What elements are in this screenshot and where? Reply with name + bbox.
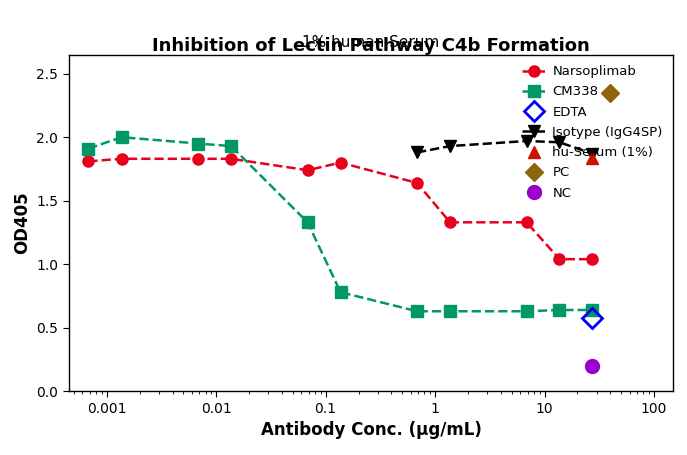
X-axis label: Antibody Conc. (μg/mL): Antibody Conc. (μg/mL) [260,421,482,439]
Isotype (IgG4SP) [555,140,563,145]
Line: Narsoplimab: Narsoplimab [82,153,598,265]
Legend: Narsoplimab, CM338, EDTA, Isotype (IgG4SP), hu-Serum (1%), PC, NC: Narsoplimab, CM338, EDTA, Isotype (IgG4S… [518,61,666,204]
Narsoplimab [555,257,563,262]
Narsoplimab [337,160,345,165]
Y-axis label: OD405: OD405 [13,192,31,254]
Isotype (IgG4SP) [446,143,454,149]
CM338 [522,308,530,314]
CM338 [304,220,312,225]
CM338 [588,307,596,313]
Narsoplimab [304,167,312,173]
Narsoplimab [522,220,530,225]
Line: CM338: CM338 [82,131,598,317]
Isotype (IgG4SP) [588,151,596,157]
Isotype (IgG4SP) [413,150,421,155]
CM338 [413,308,421,314]
Line: Isotype (IgG4SP): Isotype (IgG4SP) [411,135,598,160]
Text: 1% human Serum: 1% human Serum [302,35,440,50]
CM338 [446,308,454,314]
Narsoplimab [588,257,596,262]
Narsoplimab [227,156,235,162]
Narsoplimab [194,156,202,162]
CM338 [337,289,345,295]
Narsoplimab [85,159,93,164]
Isotype (IgG4SP) [522,138,530,144]
Narsoplimab [117,156,126,162]
CM338 [194,141,202,146]
Narsoplimab [413,180,421,186]
CM338 [555,307,563,313]
Narsoplimab [446,220,454,225]
Title: Inhibition of Lectin Pathway C4b Formation: Inhibition of Lectin Pathway C4b Formati… [152,36,590,55]
CM338 [117,135,126,140]
CM338 [227,143,235,149]
CM338 [85,146,93,152]
